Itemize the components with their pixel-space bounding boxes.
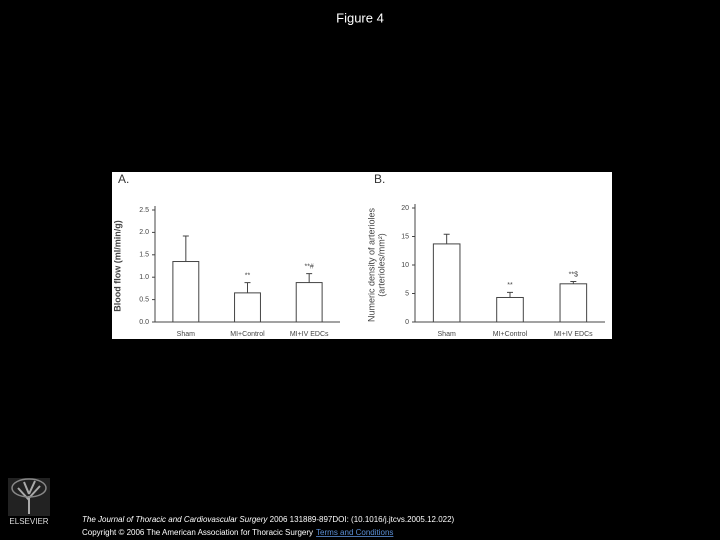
bar — [559, 283, 588, 323]
x-tick-label: MI+IV EDCs — [554, 331, 593, 338]
bar — [172, 261, 200, 323]
y-axis-label: Blood flow (ml/min/g) — [112, 220, 122, 312]
chart: A. Blood flow (ml/min/g) 0.0 0.5 1.0 1.5 2.0 2.… — [112, 172, 340, 338]
bar — [432, 243, 461, 323]
panel-label: A. — [118, 172, 129, 186]
significance-label: ** — [507, 282, 513, 289]
x-tick-label: MI+Control — [493, 331, 528, 338]
y-tick-label: 20 — [401, 205, 409, 212]
y-axis-label: Numeric density of arterioles — [366, 207, 376, 322]
x-tick-label: Sham — [177, 331, 195, 338]
x-tick-label: MI+Control — [230, 331, 265, 338]
error-bar — [507, 291, 513, 298]
error-bar — [182, 235, 189, 262]
bar — [295, 282, 323, 323]
logo-crown — [11, 478, 47, 498]
logo-tree — [17, 480, 41, 514]
copyright: Copyright © 2006 The American Associatio… — [82, 528, 393, 537]
slide-title: Figure 4 — [336, 10, 384, 25]
significance-label: **$ — [569, 271, 578, 278]
error-bar — [443, 233, 450, 244]
journal-name: The Journal of Thoracic and Cardiovascul… — [82, 515, 268, 524]
x-tick-label: Sham — [438, 331, 456, 338]
y-tick-label: 5 — [405, 290, 409, 297]
error-bar — [570, 281, 577, 284]
y-tick-label: 0.5 — [139, 296, 149, 303]
panel-label: B. — [374, 172, 385, 186]
error-bar — [306, 273, 313, 283]
bar — [234, 292, 261, 323]
x-tick-label: MI+IV EDCs — [290, 331, 329, 338]
y-tick-label: 10 — [401, 262, 409, 269]
publisher-logo: ELSEVIER — [8, 478, 50, 526]
significance-label: **# — [304, 263, 313, 270]
y-tick-label: 2.0 — [139, 229, 149, 236]
copyright-text: Copyright © 2006 The American Associatio… — [82, 528, 313, 537]
y-tick-label: 15 — [401, 233, 409, 240]
y-tick-label: 0.0 — [139, 319, 149, 326]
y-axis-label: (arterioles/mm²) — [376, 233, 386, 297]
error-bar — [244, 282, 251, 293]
chart: B. Numeric density of arterioles (arteriol… — [366, 172, 605, 338]
publisher-name: ELSEVIER — [9, 517, 48, 526]
y-tick-label: 1.0 — [139, 274, 149, 281]
terms-link[interactable]: Terms and Conditions — [316, 528, 393, 537]
bar — [496, 296, 524, 323]
significance-label: ** — [245, 272, 251, 279]
citation: The Journal of Thoracic and Cardiovascul… — [82, 515, 456, 524]
citation-details: 2006 131889-897DOI: (10.1016/j.jtcvs.200… — [267, 515, 456, 524]
y-tick-label: 2.5 — [139, 207, 149, 214]
y-tick-label: 1.5 — [139, 252, 149, 259]
y-tick-label: 0 — [405, 319, 409, 326]
